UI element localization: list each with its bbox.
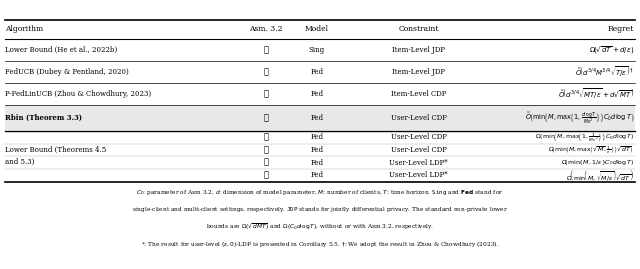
Text: single-client and multi-client settings, respectively. $\mathtt{JDP}$ stands for: single-client and multi-client settings,… [132,205,508,214]
Text: Fed: Fed [310,90,323,98]
Text: User-Level LDP*: User-Level LDP* [390,159,448,167]
Text: Item-Level JDP: Item-Level JDP [392,68,445,76]
Text: Fed: Fed [310,146,323,154]
Text: $\tilde{O}\!\left(\min\!\left\{M,\max\!\left\{1,\frac{d\log T}{M\varepsilon^2}\r: $\tilde{O}\!\left(\min\!\left\{M,\max\!\… [525,110,634,126]
Text: and 5.3): and 5.3) [4,158,34,166]
Text: Fed: Fed [310,171,323,179]
Text: User-Level CDP: User-Level CDP [391,146,447,154]
Text: Model: Model [305,25,329,33]
Text: ✓: ✓ [263,133,268,141]
Text: Lower Bound (He et al., 2022b): Lower Bound (He et al., 2022b) [4,46,117,54]
Text: Rbin (Theorem 3.3): Rbin (Theorem 3.3) [4,114,81,122]
Text: Fed: Fed [310,114,323,122]
Text: Regret: Regret [608,25,634,33]
Text: Fed: Fed [310,68,323,76]
Text: $\Omega\!\left(\min\{M,1/\varepsilon\}C_0 d\log T\right)$: $\Omega\!\left(\min\{M,1/\varepsilon\}C_… [561,158,634,167]
Text: Item-Level JDP: Item-Level JDP [392,46,445,54]
Text: ✗: ✗ [263,68,268,76]
Text: $C_0$: parameter of Asm 3.2, $d$: dimension of model parameter, $M$: number of c: $C_0$: parameter of Asm 3.2, $d$: dimens… [136,188,504,197]
Text: ✗: ✗ [263,171,268,179]
Text: $\Omega\!\left(\min\!\left\{M,\sqrt{M/\varepsilon}\right\}\sqrt{dT}\right)$: $\Omega\!\left(\min\!\left\{M,\sqrt{M/\v… [566,168,634,183]
Text: Item-Level CDP: Item-Level CDP [391,90,447,98]
Bar [4,105,636,130]
Text: ✗: ✗ [263,146,268,154]
Text: Constraint: Constraint [399,25,439,33]
Text: $*$: The result for user-level $(\varepsilon, 0)$-LDP is presented in Corollary : $*$: The result for user-level $(\vareps… [141,239,499,249]
Text: User-Level CDP: User-Level CDP [391,114,447,122]
Text: User-Level CDP: User-Level CDP [391,133,447,141]
Text: $\tilde{O}\!\left(d^{3/4}M^{3/4}\sqrt{T/\varepsilon}\right)^{\dagger}$: $\tilde{O}\!\left(d^{3/4}M^{3/4}\sqrt{T/… [575,65,634,79]
Text: ✗: ✗ [263,46,268,54]
Text: Lower Bound (Theorems 4.5: Lower Bound (Theorems 4.5 [4,146,106,154]
Text: P-FedLinUCB (Zhou & Chowdhury, 2023): P-FedLinUCB (Zhou & Chowdhury, 2023) [4,90,150,98]
Text: bounds are $\Omega(\sqrt{dMT})$ and $\Omega(C_0 d\log T)$, without or with Asm 3: bounds are $\Omega(\sqrt{dMT})$ and $\Om… [206,222,434,232]
Text: $\Omega\!\left(\sqrt{dT}+d/\varepsilon\right)$: $\Omega\!\left(\sqrt{dT}+d/\varepsilon\r… [589,44,634,56]
Text: ✓: ✓ [263,114,268,122]
Text: Algorithm: Algorithm [4,25,43,33]
Text: ✗: ✗ [263,90,268,98]
Text: $\Omega(\min\!\left\{M,\max\!\left\{1,\frac{1}{M\varepsilon^2}\right\}\right\}C_: $\Omega(\min\!\left\{M,\max\!\left\{1,\f… [534,131,634,144]
Text: $\tilde{O}\!\left(d^{3/4}\sqrt{MT/\varepsilon}+d\sqrt{MT}\right)$: $\tilde{O}\!\left(d^{3/4}\sqrt{MT/\varep… [557,87,634,101]
Text: Asm. 3.2: Asm. 3.2 [249,25,283,33]
Text: User-Level LDP*: User-Level LDP* [390,171,448,179]
Text: ✓: ✓ [263,159,268,167]
Text: FedUCB (Dubey & Pentland, 2020): FedUCB (Dubey & Pentland, 2020) [4,68,129,76]
Text: Fed: Fed [310,159,323,167]
Text: $\Omega\!\left(\min\!\left\{M,\max\!\left\{\sqrt{M},\frac{1}{\varepsilon}\right\: $\Omega\!\left(\min\!\left\{M,\max\!\lef… [548,144,634,155]
Text: Fed: Fed [310,133,323,141]
Text: Sing: Sing [308,46,325,54]
